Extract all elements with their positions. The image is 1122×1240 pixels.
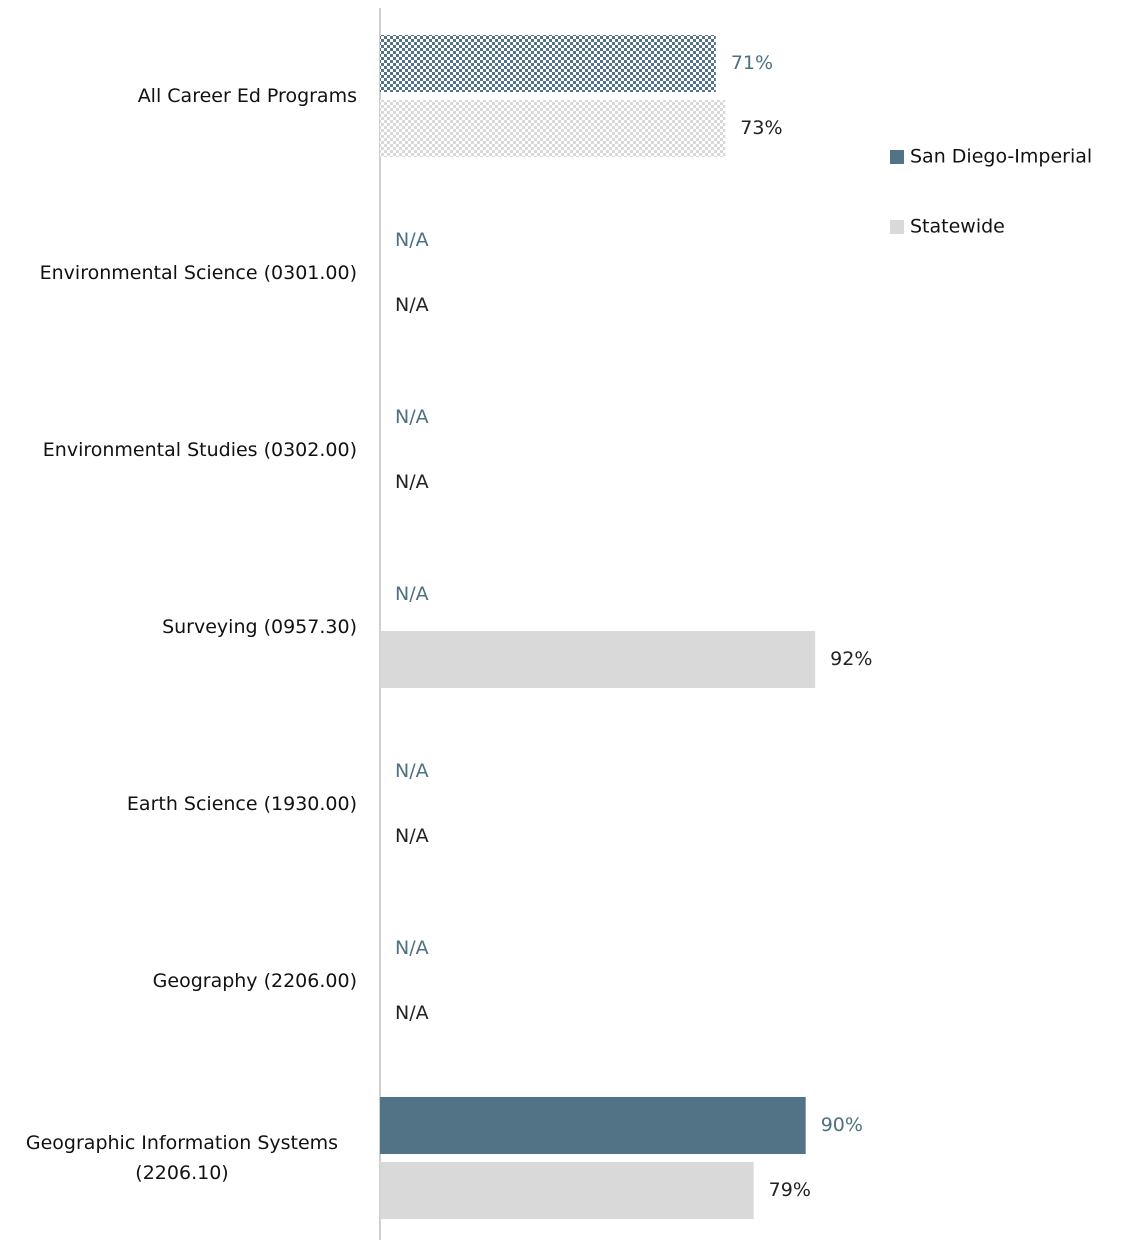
bar <box>380 631 816 688</box>
legend-label: Statewide <box>910 216 1005 238</box>
legend-label: San Diego-Imperial <box>910 146 1092 168</box>
category-label: Surveying (0957.30) <box>162 616 357 638</box>
value-label: N/A <box>395 471 429 493</box>
bar <box>380 1162 754 1219</box>
value-label: N/A <box>395 760 429 782</box>
value-label: N/A <box>395 583 429 605</box>
legend-swatch <box>890 220 904 234</box>
category-label: All Career Ed Programs <box>137 85 357 107</box>
value-label: 92% <box>830 648 872 670</box>
value-label: 79% <box>769 1179 811 1201</box>
value-label: N/A <box>395 1002 429 1024</box>
category-label: Environmental Studies (0302.00) <box>42 439 357 461</box>
value-label: N/A <box>395 229 429 251</box>
legend-swatch <box>890 150 904 164</box>
value-label: 73% <box>740 117 782 139</box>
value-label: 90% <box>821 1114 863 1136</box>
bar <box>380 35 716 92</box>
category-label: Environmental Science (0301.00) <box>39 262 357 284</box>
category-label: Geographic Information Systems (2206.10) <box>25 1132 339 1184</box>
value-label: N/A <box>395 406 429 428</box>
value-label: N/A <box>395 937 429 959</box>
bar <box>380 100 726 157</box>
value-label: N/A <box>395 294 429 316</box>
bar <box>380 1097 806 1154</box>
value-label: N/A <box>395 825 429 847</box>
value-label: 71% <box>731 52 773 74</box>
category-label: Earth Science (1930.00) <box>126 793 357 815</box>
category-label: Geography (2206.00) <box>152 970 357 992</box>
